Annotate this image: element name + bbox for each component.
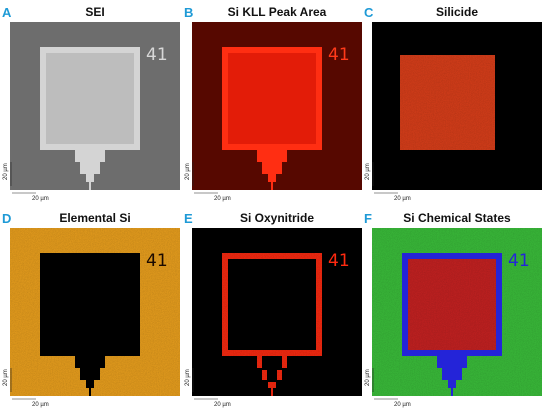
panel-image: 41 [192, 228, 362, 396]
panel: C Silicide 20 µm 20 µm [364, 5, 542, 202]
panel: 41 D Elemental Si 20 µm 20 µm [2, 211, 180, 408]
panel-letter: A [2, 5, 12, 20]
panel-letter: F [364, 211, 372, 226]
pad-center [46, 53, 134, 144]
panel-image: 41 [10, 22, 180, 190]
scale-label-x: 20 µm [214, 196, 231, 202]
scale-label-y: 20 µm [185, 369, 191, 386]
scale-label-y: 20 µm [3, 163, 9, 180]
noise [400, 55, 495, 150]
panel-title: Silicide [436, 5, 478, 19]
scale-label-y: 20 µm [185, 163, 191, 180]
panel-letter: B [184, 5, 193, 20]
scale-label-x: 20 µm [394, 402, 411, 408]
pad-number: 41 [508, 251, 530, 271]
panel-letter: D [2, 211, 11, 226]
panel-letter: C [364, 5, 374, 20]
panel-title: Elemental Si [59, 211, 130, 225]
panel: 41 E Si Oxynitride 20 µm 20 µm [184, 211, 362, 408]
pad-stem [75, 356, 105, 396]
noise [408, 259, 496, 350]
panel-title: Si Oxynitride [240, 211, 314, 225]
pad-stem [437, 356, 467, 396]
pad-number: 41 [328, 45, 350, 65]
panel-image: 41 [192, 22, 362, 190]
panel-title: Si Chemical States [403, 211, 511, 225]
scale-label-y: 20 µm [3, 369, 9, 386]
scale-label-x: 20 µm [214, 402, 231, 408]
pad-center [228, 53, 316, 144]
scale-label-y: 20 µm [365, 163, 371, 180]
panel-title: Si KLL Peak Area [228, 5, 327, 19]
scale-label-x: 20 µm [394, 196, 411, 202]
scale-label-x: 20 µm [32, 402, 49, 408]
scale-label-x: 20 µm [32, 196, 49, 202]
pad-number: 41 [328, 251, 350, 271]
pad-stem [75, 150, 105, 190]
panel: 41 B Si KLL Peak Area 20 µm 20 µm [184, 5, 362, 202]
pad-number: 41 [146, 251, 168, 271]
panel-image: 41 [10, 228, 180, 396]
panel-letter: E [184, 211, 193, 226]
panel: 41 A SEI 20 µm 20 µm [2, 5, 180, 202]
panel-image [372, 22, 542, 190]
pad-stem [257, 150, 287, 190]
scale-label-y: 20 µm [365, 369, 371, 386]
pad-number: 41 [146, 45, 168, 65]
panel: 41 F Si Chemical States 20 µm 20 µm [364, 211, 542, 408]
pad-frame [40, 253, 140, 356]
panel-title: SEI [85, 5, 104, 19]
noise [220, 251, 324, 396]
panel-image: 41 [372, 228, 542, 396]
